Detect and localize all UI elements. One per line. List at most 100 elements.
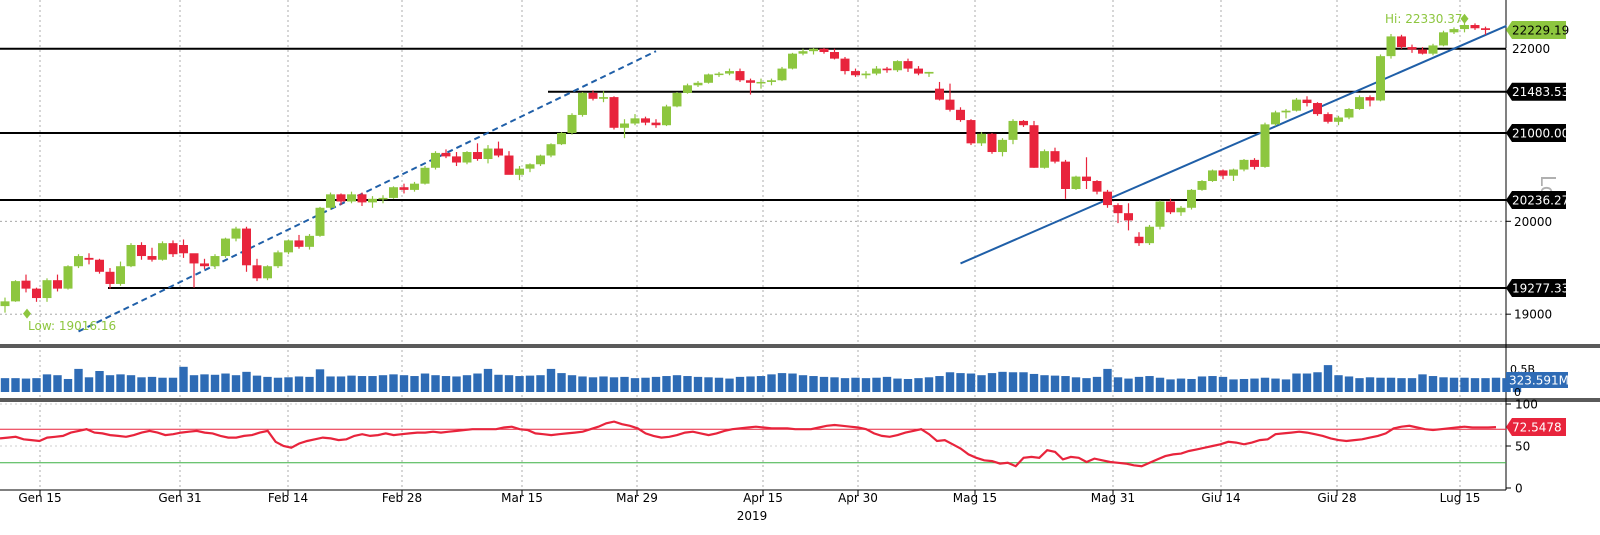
volume-bar <box>1050 375 1060 392</box>
volume-bar <box>126 375 136 392</box>
x-tick-label: Giu 14 <box>1201 491 1240 505</box>
volume-bar <box>1103 368 1112 392</box>
candle-body <box>693 82 703 86</box>
candle-body <box>1250 159 1259 167</box>
candle-body <box>504 155 514 175</box>
candle-body <box>1397 36 1406 48</box>
x-tick-label: Gen 31 <box>158 491 201 505</box>
candle-body <box>410 183 419 190</box>
candle-body <box>137 244 146 257</box>
candle-body <box>242 228 251 266</box>
volume-bar <box>1155 377 1165 392</box>
x-tick-label: Gen 15 <box>18 491 61 505</box>
hi-marker <box>1460 13 1469 24</box>
volume-bar <box>756 376 766 392</box>
candle-body <box>966 120 976 144</box>
volume-bar <box>914 378 923 392</box>
candle-body <box>1029 125 1039 168</box>
volume-bar <box>410 376 419 392</box>
rsi-line <box>0 420 1497 468</box>
candle-body <box>546 144 556 156</box>
candle-body <box>147 256 157 260</box>
candle-body <box>714 73 724 76</box>
candle-body <box>557 132 566 145</box>
volume-bar <box>1386 377 1396 392</box>
candle-body <box>578 92 587 115</box>
candle-body <box>630 118 640 124</box>
volume-bar <box>1407 378 1417 392</box>
volume-bar <box>851 377 860 392</box>
candle-body <box>1376 56 1385 101</box>
volume-bar <box>672 375 682 392</box>
x-tick-label: Feb 28 <box>382 491 422 505</box>
candle-body <box>420 167 430 184</box>
candle-body <box>200 263 209 267</box>
candle-body <box>378 197 388 200</box>
candle-body <box>1019 120 1028 126</box>
last-price-text: 22229.19 <box>1512 23 1569 37</box>
candle-body <box>368 198 377 203</box>
candle-body <box>756 81 766 84</box>
volume-bar <box>210 374 220 392</box>
candle-body <box>105 271 115 284</box>
volume-bar <box>158 377 167 392</box>
volume-bar <box>830 377 839 392</box>
candle-body <box>998 139 1007 153</box>
candle-body <box>735 71 745 81</box>
candle-body <box>1229 169 1238 176</box>
candle-body <box>1187 189 1196 208</box>
candle-body <box>11 281 20 302</box>
level-label-box <box>1506 82 1566 101</box>
volume-bar <box>683 376 692 392</box>
candle-body <box>231 228 241 239</box>
low-marker <box>23 308 31 319</box>
rsi-last-text: 72.5478 <box>1512 421 1562 435</box>
candle-body <box>788 53 797 69</box>
candle-body <box>1155 201 1165 227</box>
volume-bar <box>893 378 902 392</box>
panel-separator <box>0 398 1600 402</box>
candle-body <box>53 280 62 289</box>
candle-body <box>851 71 860 76</box>
candle-body <box>74 256 83 267</box>
candle-body <box>1092 181 1102 192</box>
volume-bar <box>189 375 199 392</box>
volume-bar <box>63 378 73 392</box>
candle-body <box>746 80 755 83</box>
volume-bar <box>546 368 556 392</box>
candle-body <box>672 92 682 107</box>
volume-bar <box>977 375 986 392</box>
candle-body <box>431 152 440 168</box>
rsi-tick-label: 50 <box>1515 440 1530 454</box>
candle-body <box>872 68 881 74</box>
candle-body <box>221 238 230 257</box>
x-tick-label: Mag 15 <box>953 491 997 505</box>
candle-body <box>0 301 10 307</box>
volume-bar <box>21 378 31 392</box>
volume-bar <box>641 377 650 392</box>
volume-bar <box>966 373 976 392</box>
volume-bar <box>116 374 125 392</box>
candle-body <box>536 155 545 165</box>
level-label-text: 21000.00 <box>1512 126 1569 140</box>
candle-body <box>840 58 850 72</box>
volume-bar <box>588 377 598 392</box>
candle-body <box>1481 28 1490 30</box>
trendline <box>960 24 1507 265</box>
candle-body <box>357 194 367 203</box>
candle-body <box>1166 201 1175 213</box>
volume-bar <box>861 378 871 392</box>
candle-body <box>945 99 955 110</box>
candle-body <box>893 61 902 71</box>
volume-bar <box>1376 377 1385 392</box>
candle-body <box>1355 97 1364 109</box>
volume-bar <box>1019 372 1028 392</box>
candle-body <box>273 252 283 267</box>
candle-body <box>914 68 923 74</box>
candle-body <box>347 194 356 202</box>
candle-body <box>1386 36 1396 57</box>
volume-bar <box>1397 378 1406 392</box>
volume-bar <box>84 377 94 392</box>
